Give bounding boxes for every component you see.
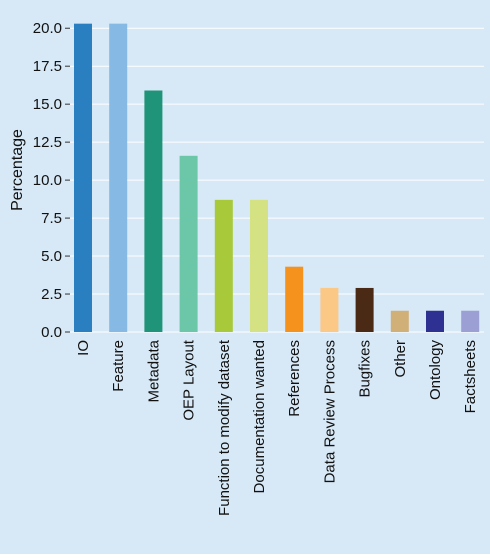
bar xyxy=(355,287,374,332)
bar xyxy=(214,199,233,332)
y-axis-title: Percentage xyxy=(9,129,26,211)
x-tick-label: Metadata xyxy=(145,339,162,402)
gridlines xyxy=(70,27,484,333)
x-tick-label: IO xyxy=(75,340,92,356)
bar xyxy=(390,310,409,332)
x-tick-label: Function to modify dataset xyxy=(216,339,233,516)
y-tick-label: 5.0 xyxy=(41,248,62,265)
y-axis-ticks: 0.0 2.5 5.0 7.5 10.0 12.5 15.0 17.5 20.0 xyxy=(33,20,70,341)
y-tick-label: 2.5 xyxy=(41,286,62,303)
bar xyxy=(144,90,163,332)
x-tick-label: References xyxy=(286,340,303,417)
bar xyxy=(426,310,444,332)
y-tick-label: 7.5 xyxy=(41,210,62,227)
y-tick-label: 12.5 xyxy=(33,134,62,151)
x-tick-label: Feature xyxy=(110,340,127,392)
bars xyxy=(74,23,480,333)
x-tick-label: OEP Layout xyxy=(181,339,198,420)
y-tick-label: 15.0 xyxy=(33,96,62,113)
y-tick-label: 10.0 xyxy=(33,172,62,189)
y-tick-label: 20.0 xyxy=(33,20,62,37)
x-tick-label: Data Review Process xyxy=(321,340,338,483)
x-tick-label: Documentation wanted xyxy=(251,340,268,493)
bar xyxy=(250,199,268,332)
bar xyxy=(285,266,304,332)
x-tick-label: Other xyxy=(392,340,409,378)
bar xyxy=(320,287,339,332)
bar xyxy=(109,23,128,333)
bar xyxy=(461,310,480,332)
y-tick-label: 17.5 xyxy=(33,58,62,75)
x-tick-label: Bugfixes xyxy=(357,340,374,398)
bar xyxy=(74,23,92,333)
x-tick-label: Ontology xyxy=(427,340,444,401)
y-tick-label: 0.0 xyxy=(41,324,62,341)
x-tick-label: Factsheets xyxy=(462,340,479,413)
x-axis-labels: IO Feature Metadata OEP Layout Function to m… xyxy=(75,339,479,516)
bar xyxy=(179,155,198,332)
